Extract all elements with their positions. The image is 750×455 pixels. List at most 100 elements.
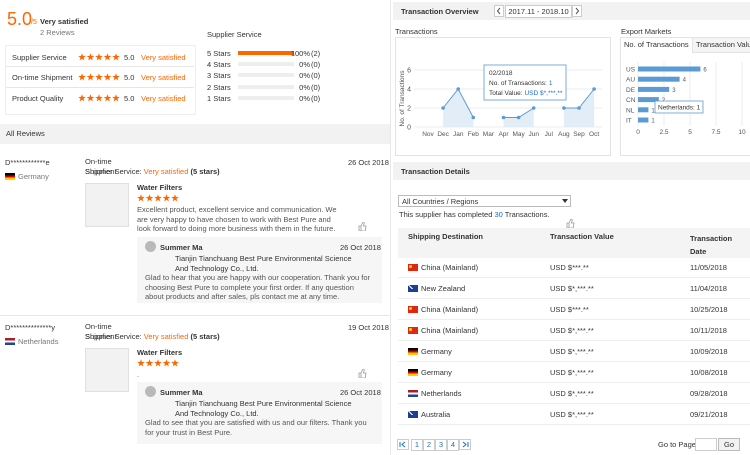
- point: [531, 106, 536, 110]
- point: [562, 106, 566, 110]
- star: [112, 94, 120, 102]
- count: (0): [311, 71, 321, 81]
- star: [112, 53, 120, 61]
- page-input[interactable]: [695, 438, 717, 451]
- criteria-text: Very satisfied: [141, 73, 186, 82]
- tooltip-total: Total Value: USD $*,***.**: [489, 90, 563, 97]
- star-label: 4 Stars: [207, 60, 231, 70]
- tab[interactable]: Transaction Value: [692, 38, 750, 53]
- x-tick-label: Aug: [558, 131, 570, 138]
- bar: [638, 97, 659, 103]
- prev-button[interactable]: [494, 5, 504, 17]
- flag: [5, 338, 15, 345]
- criteria-label: Product Quality: [12, 94, 64, 103]
- row-line: [398, 382, 750, 383]
- star: [95, 53, 103, 61]
- percent: 100%: [290, 49, 310, 58]
- all-reviews-bar: [0, 124, 390, 144]
- tooltip-count: No. of Transactions: 1: [489, 80, 553, 87]
- service-label: Supplier Service:: [85, 332, 142, 341]
- service-stars: (5 stars): [190, 332, 220, 341]
- star: [103, 94, 112, 102]
- star-label: 5 Stars: [207, 49, 231, 58]
- shipment-label: On-time Shipment: [85, 322, 117, 341]
- y-axis-label: No. of Transactions: [399, 70, 406, 127]
- like-icon[interactable]: [358, 222, 367, 231]
- value: USD $*,***.**: [550, 326, 594, 335]
- value: USD $*,***.**: [550, 410, 594, 419]
- goto-label: Go to Page: [658, 440, 696, 449]
- y-tick-label: CN: [626, 97, 636, 104]
- chart-box: [395, 37, 611, 156]
- like-icon[interactable]: [566, 219, 575, 228]
- x-tick-label: Sep: [573, 131, 585, 138]
- score-max: /5: [31, 19, 37, 26]
- bar-track: [238, 84, 294, 89]
- date: 09/28/2018: [690, 389, 728, 398]
- point: [471, 115, 476, 120]
- tab[interactable]: No. of Transactions: [621, 38, 694, 53]
- flag: [408, 390, 418, 397]
- star-label: 2 Stars: [207, 82, 231, 92]
- overview-title: Transaction Overview: [401, 7, 479, 16]
- first-page[interactable]: [397, 439, 409, 450]
- chart-box: [620, 37, 750, 156]
- stars-icon: [78, 73, 120, 81]
- service-text: Very satisfied: [143, 332, 189, 341]
- flag: [408, 327, 418, 334]
- criteria-box: [5, 45, 196, 115]
- dropdown-arrow: [562, 199, 568, 203]
- buyer: D************e: [5, 158, 50, 167]
- date-range[interactable]: 2017.11 - 2018.10: [505, 5, 572, 18]
- criteria-score: 5.0: [124, 53, 135, 62]
- area: [443, 89, 474, 127]
- flag: [408, 285, 418, 292]
- all-reviews: All Reviews: [6, 129, 45, 138]
- count: (0): [311, 93, 321, 103]
- go-button[interactable]: Go: [718, 438, 740, 451]
- next-button[interactable]: [572, 5, 582, 17]
- country: Germany: [18, 172, 49, 181]
- flag: [408, 369, 418, 376]
- y-tick-label: US: [626, 67, 636, 74]
- bar: [238, 51, 294, 55]
- page-number[interactable]: 4: [447, 439, 459, 451]
- star: [95, 73, 103, 81]
- bar: [638, 86, 670, 92]
- reply-company: Tianjin Tianchuang Best Pure Environment…: [175, 254, 352, 273]
- page-number[interactable]: 3: [435, 439, 447, 451]
- divider: [6, 66, 194, 67]
- value-label: 3: [672, 88, 676, 94]
- bar: [638, 117, 649, 123]
- page-number[interactable]: 2: [423, 439, 435, 451]
- tooltip-period: 02/2018: [489, 70, 513, 77]
- like-icon[interactable]: [358, 369, 367, 378]
- service-label: Supplier Service:: [85, 167, 142, 176]
- completed-count: 30: [494, 210, 503, 219]
- review: D************e Germany On-time Shipment …: [0, 155, 390, 315]
- tooltip-text: Netherlands: 1: [658, 105, 701, 112]
- criteria-label: On-time Shipment: [12, 73, 73, 82]
- destination: Australia: [421, 410, 451, 419]
- destination: Germany: [421, 347, 452, 356]
- date: 09/21/2018: [690, 410, 728, 419]
- tooltip-count-label: No. of Transactions:: [489, 80, 547, 87]
- star: [162, 194, 171, 202]
- service-line: Supplier Service: Very satisfied (5 star…: [85, 332, 220, 341]
- value-label: 1: [651, 108, 655, 114]
- details-bar: [393, 162, 750, 180]
- details-title: Transaction Details: [401, 167, 470, 176]
- last-page[interactable]: [459, 439, 471, 450]
- product-photo: [85, 183, 129, 227]
- country-filter[interactable]: All Countries / Regions: [398, 195, 571, 207]
- row-line: [398, 319, 750, 320]
- value: USD $***.**: [550, 305, 589, 314]
- flag: [408, 306, 418, 313]
- page-number[interactable]: 1: [411, 439, 423, 451]
- tooltip-total-label: Total Value:: [489, 90, 523, 97]
- reply-text: Glad to see that you are satisfied with …: [145, 418, 367, 437]
- column-header: Shipping Destination: [408, 232, 483, 241]
- review-date: 19 Oct 2018: [348, 323, 389, 332]
- divider: [0, 315, 390, 316]
